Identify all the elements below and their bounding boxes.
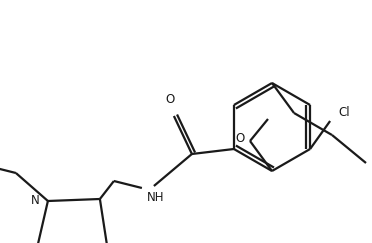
Text: N: N bbox=[31, 194, 40, 208]
Text: NH: NH bbox=[147, 191, 165, 204]
Text: Cl: Cl bbox=[338, 106, 350, 120]
Text: O: O bbox=[236, 132, 245, 146]
Text: O: O bbox=[165, 93, 174, 106]
